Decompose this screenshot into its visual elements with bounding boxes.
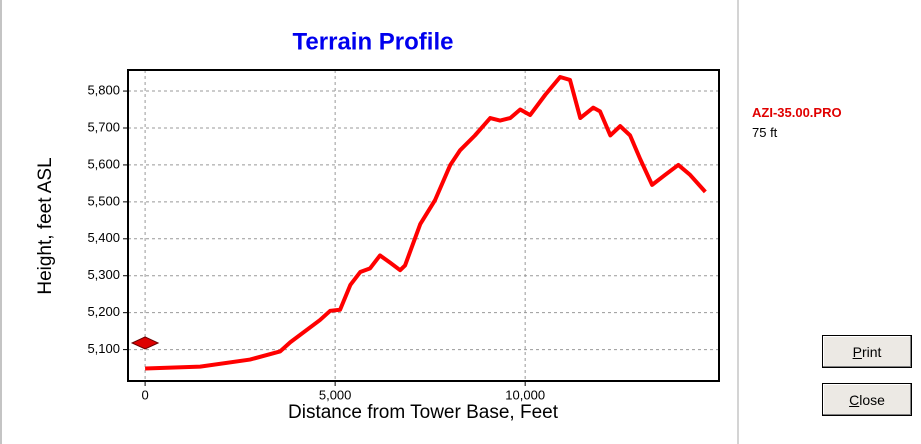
y-axis-label: Height, feet ASL	[35, 157, 56, 294]
profile-file: AZI-35.00.PRO	[752, 105, 842, 120]
y-tick-label: 5,400	[87, 230, 120, 245]
y-tick-label: 5,700	[87, 119, 120, 134]
tower-marker	[130, 336, 160, 350]
x-axis-label: Distance from Tower Base, Feet	[288, 402, 559, 423]
x-tick-label: 5,000	[319, 387, 352, 402]
y-tick-label: 5,100	[87, 341, 120, 356]
y-tick-label: 5,500	[87, 193, 120, 208]
tower-height: 75 ft	[752, 125, 778, 140]
x-tick-label: 10,000	[505, 387, 545, 402]
y-tick-label: 5,800	[87, 82, 120, 97]
y-tick-label: 5,300	[87, 267, 120, 282]
y-tick-label: 5,200	[87, 304, 120, 319]
plot-frame	[127, 69, 720, 382]
terrain-line	[145, 75, 707, 371]
chart-title: Terrain Profile	[293, 28, 454, 55]
x-tick-label: 0	[141, 387, 148, 402]
y-tick-label: 5,600	[87, 156, 120, 171]
close-button[interactable]: Close	[822, 383, 912, 416]
print-button[interactable]: Print	[822, 335, 912, 368]
